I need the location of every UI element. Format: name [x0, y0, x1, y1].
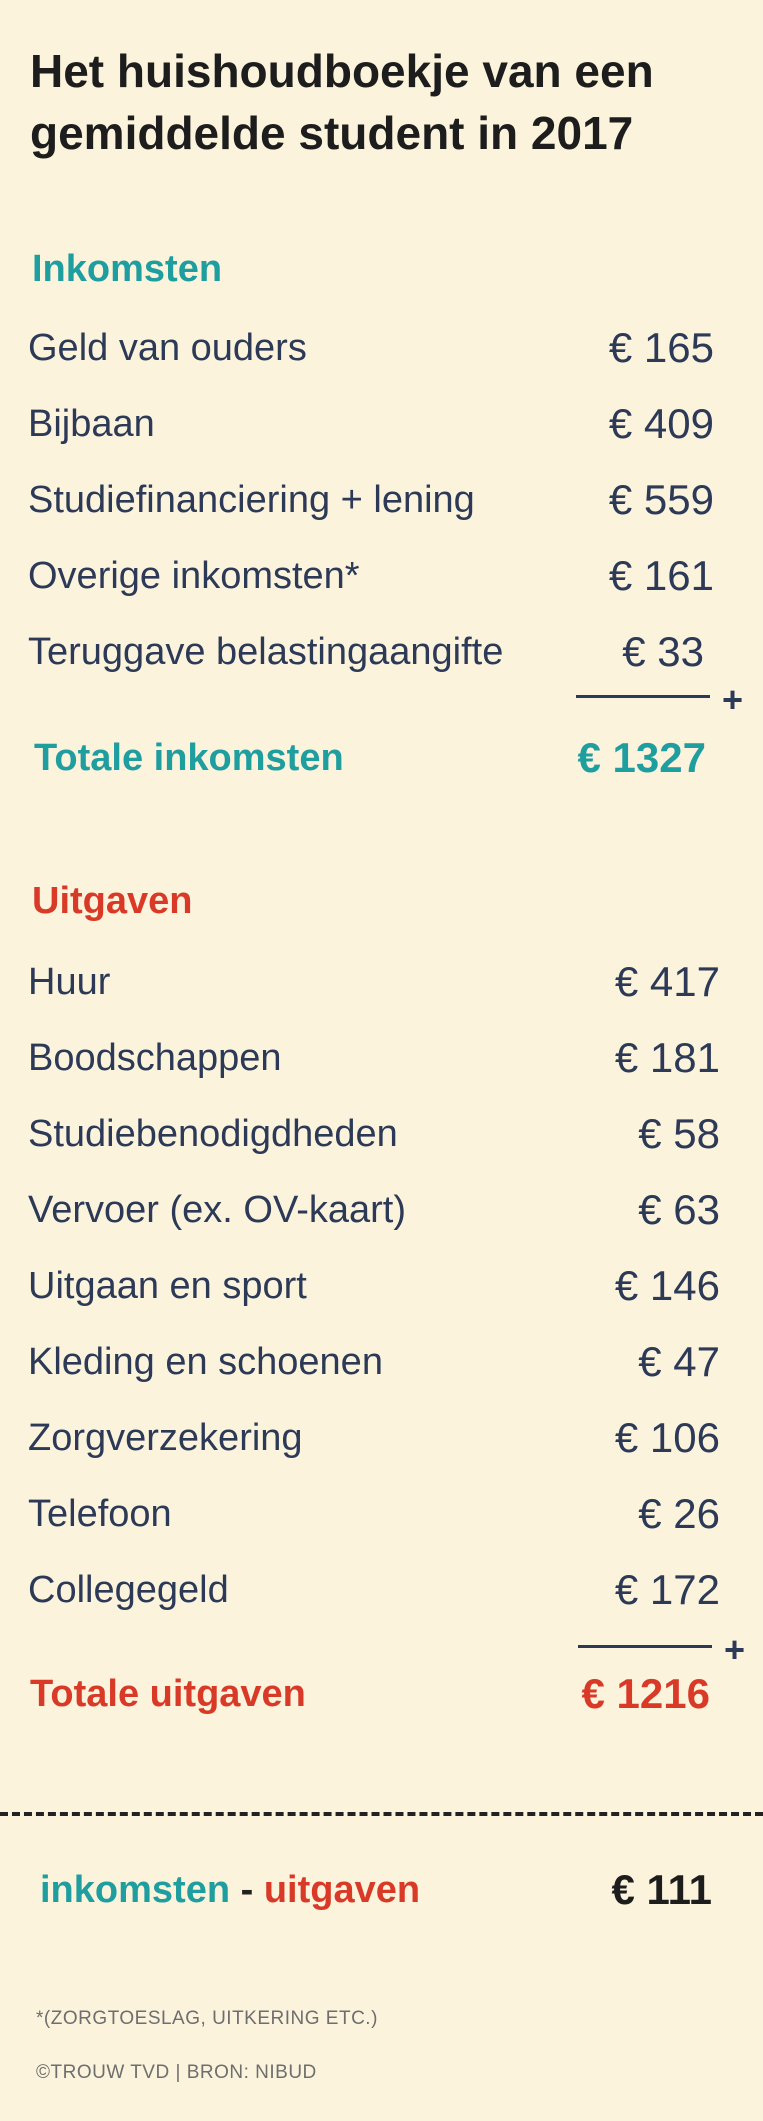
income-row: Bijbaan € 409: [28, 396, 714, 452]
expense-label: Zorgverzekering: [28, 1417, 303, 1459]
expense-label: Vervoer (ex. OV-kaart): [28, 1189, 407, 1231]
expense-row: Studiebenodigdheden € 58: [28, 1106, 720, 1162]
page-title: Het huishoudboekje van een gemiddelde st…: [30, 40, 750, 164]
income-amount: € 165: [608, 324, 714, 371]
difference-row: inkomsten - uitgaven € 111: [40, 1860, 712, 1920]
expense-amount: € 106: [614, 1414, 720, 1461]
income-row: Studiefinanciering + lening € 559: [28, 472, 714, 528]
income-amount: € 33: [622, 628, 704, 675]
expense-row: Vervoer (ex. OV-kaart) € 63: [28, 1182, 720, 1238]
income-total: Totale inkomsten € 1327: [34, 730, 706, 786]
title-line-2: gemiddelde student in 2017: [30, 107, 634, 159]
income-row: Teruggave belastingaangifte € 33: [28, 624, 714, 680]
income-label: Studiefinanciering + lening: [28, 479, 475, 521]
expense-amount: € 26: [638, 1490, 720, 1537]
expense-label: Huur: [28, 961, 111, 1003]
expense-amount: € 172: [614, 1566, 720, 1613]
expense-amount: € 47: [638, 1338, 720, 1385]
income-sum-rule: [576, 695, 710, 698]
expenses-heading: Uitgaven: [32, 880, 193, 922]
income-heading: Inkomsten: [32, 248, 223, 290]
credit-line: ©TROUW TVD | BRON: NIBUD: [36, 2062, 317, 2083]
income-amount: € 409: [608, 400, 714, 447]
income-plus-sign: +: [722, 679, 744, 720]
income-label: Overige inkomsten*: [28, 555, 360, 597]
expense-row: Kleding en schoenen € 47: [28, 1334, 720, 1390]
expense-label: Collegegeld: [28, 1569, 229, 1611]
expense-label: Telefoon: [28, 1493, 172, 1535]
expense-amount: € 63: [638, 1186, 720, 1233]
income-row: Geld van ouders € 165: [28, 320, 714, 376]
income-row: Overige inkomsten* € 161: [28, 548, 714, 604]
difference-income-word: inkomsten: [40, 1869, 231, 1911]
difference-minus: -: [230, 1869, 264, 1911]
expenses-sum-rule: [578, 1645, 712, 1648]
expenses-total: Totale uitgaven € 1216: [30, 1666, 710, 1722]
expenses-total-amount: € 1216: [581, 1670, 710, 1717]
dashed-divider: [0, 1812, 763, 1816]
income-label: Teruggave belastingaangifte: [28, 631, 504, 673]
expense-amount: € 146: [614, 1262, 720, 1309]
expense-row: Uitgaan en sport € 146: [28, 1258, 720, 1314]
footnote: *(ZORGTOESLAG, UITKERING ETC.): [36, 2008, 378, 2029]
difference-expenses-word: uitgaven: [263, 1869, 421, 1911]
income-amount: € 559: [608, 476, 714, 523]
difference-amount: € 111: [611, 1866, 712, 1913]
expense-row: Huur € 417: [28, 954, 720, 1010]
expense-amount: € 58: [638, 1110, 720, 1157]
expense-row: Zorgverzekering € 106: [28, 1410, 720, 1466]
income-total-amount: € 1327: [577, 734, 706, 781]
expense-amount: € 181: [614, 1034, 720, 1081]
expense-row: Collegegeld € 172: [28, 1562, 720, 1618]
expense-label: Boodschappen: [28, 1037, 282, 1079]
expense-label: Studiebenodigdheden: [28, 1113, 398, 1155]
income-label: Bijbaan: [28, 403, 155, 445]
income-label: Geld van ouders: [28, 327, 307, 369]
expense-label: Uitgaan en sport: [28, 1265, 307, 1307]
income-amount: € 161: [608, 552, 714, 599]
title-line-1: Het huishoudboekje van een: [30, 45, 654, 97]
expenses-total-label: Totale uitgaven: [30, 1673, 306, 1715]
expense-row: Boodschappen € 181: [28, 1030, 720, 1086]
expense-row: Telefoon € 26: [28, 1486, 720, 1542]
expenses-plus-sign: +: [724, 1629, 746, 1670]
expense-label: Kleding en schoenen: [28, 1341, 383, 1383]
income-total-label: Totale inkomsten: [34, 737, 344, 779]
expense-amount: € 417: [614, 958, 720, 1005]
